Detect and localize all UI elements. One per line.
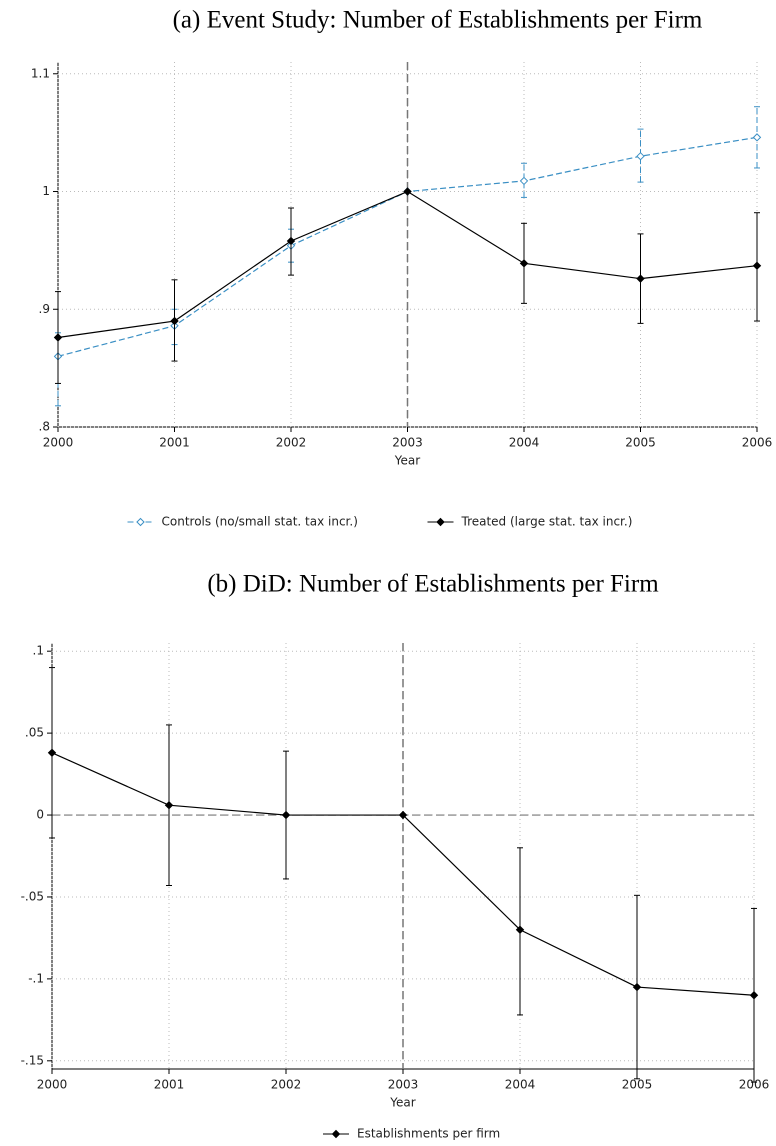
y-tick-label: 1.1 [31, 66, 50, 80]
y-tick-label: .1 [33, 644, 44, 658]
data-point [164, 801, 174, 810]
y-tick-label: 1 [42, 184, 50, 198]
data-point [519, 176, 529, 186]
chart-title: (a) Event Study: Number of Establishment… [173, 7, 703, 34]
x-axis-label: Year [389, 1096, 415, 1110]
legend-label: Treated (large stat. tax incr.) [461, 515, 633, 529]
y-tick-label: -.05 [21, 889, 44, 903]
legend-marker [436, 517, 445, 527]
legend-label: Establishments per firm [357, 1127, 500, 1141]
legend-marker [331, 1129, 341, 1139]
y-tick-label: 0 [36, 808, 44, 822]
y-tick-label: .8 [39, 420, 50, 434]
data-point [398, 810, 408, 820]
x-tick-label: 2004 [505, 1078, 536, 1092]
data-point [53, 333, 63, 342]
legend-marker [136, 517, 145, 527]
y-tick-label: -.1 [28, 971, 44, 985]
x-tick-label: 2002 [276, 436, 307, 450]
y-tick-label: .05 [25, 726, 44, 740]
x-tick-label: 2004 [509, 436, 540, 450]
legend-label: Controls (no/small stat. tax incr.) [162, 515, 358, 529]
x-tick-label: 2001 [154, 1078, 185, 1092]
x-tick-label: 2000 [43, 436, 74, 450]
data-point [515, 925, 525, 934]
x-tick-label: 2001 [159, 436, 190, 450]
y-tick-label: -.15 [21, 1053, 44, 1067]
data-point [632, 982, 642, 992]
x-tick-label: 2000 [37, 1078, 68, 1092]
x-tick-label: 2006 [742, 436, 773, 450]
x-tick-label: 2005 [625, 436, 656, 450]
x-axis-label: Year [394, 454, 420, 468]
x-tick-label: 2003 [388, 1078, 419, 1092]
x-tick-label: 2002 [271, 1078, 302, 1092]
x-tick-label: 2005 [622, 1078, 653, 1092]
data-point [752, 261, 762, 270]
data-point [47, 748, 57, 757]
data-point [749, 991, 759, 1000]
data-point [636, 274, 645, 283]
chart-title: (b) DiD: Number of Establishments per Fi… [207, 571, 659, 598]
x-tick-label: 2003 [392, 436, 423, 450]
data-point [636, 151, 645, 161]
data-point [403, 187, 412, 196]
data-point [170, 316, 179, 326]
data-point [286, 236, 296, 246]
data-point [519, 259, 529, 268]
data-point [752, 133, 762, 142]
x-tick-label: 2006 [739, 1078, 770, 1092]
y-tick-label: .9 [39, 302, 50, 316]
data-point [281, 810, 291, 820]
